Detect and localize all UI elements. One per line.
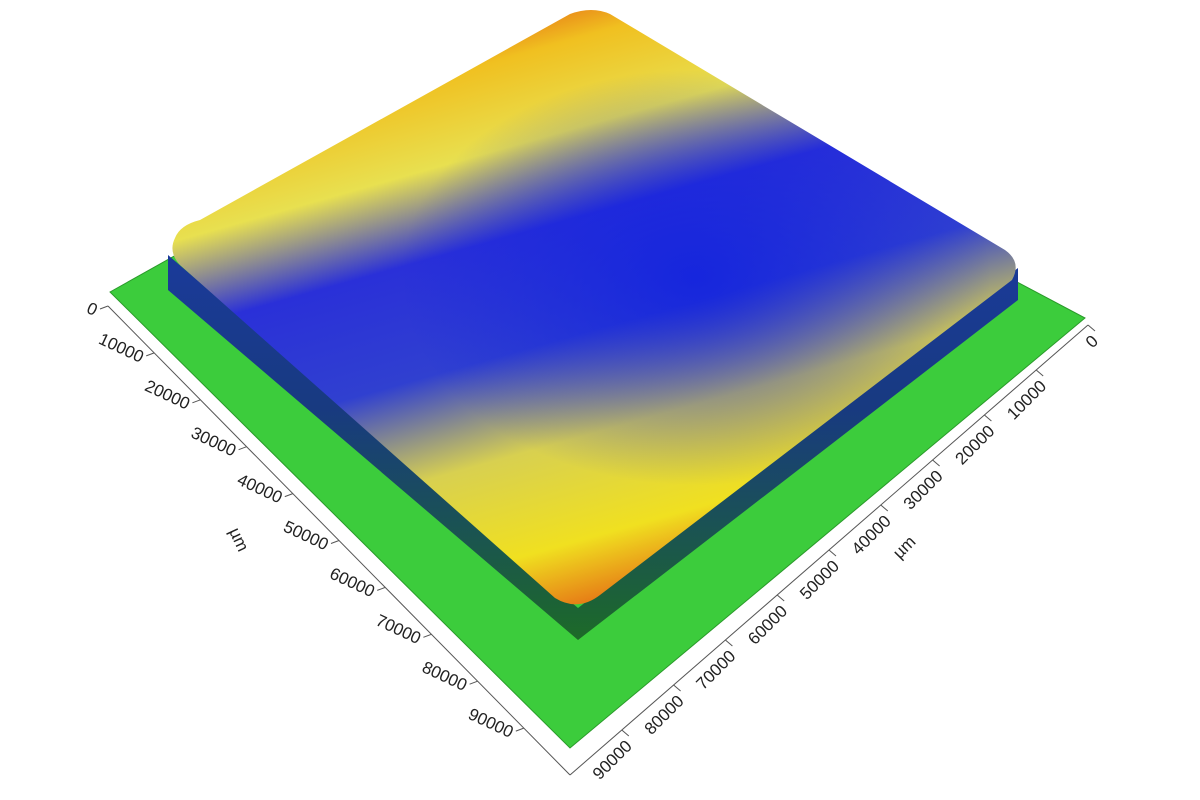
y-tick [932, 459, 940, 467]
x-tick [284, 493, 293, 498]
x-tick [423, 633, 432, 638]
y-tick [1035, 369, 1044, 377]
block-top-shade [172, 10, 1016, 605]
x-tick-label: 10000 [96, 329, 147, 366]
left-axis-label: µm [225, 525, 252, 555]
x-tick [99, 305, 109, 310]
x-tick-label: 70000 [373, 611, 424, 648]
y-tick [776, 594, 785, 602]
x-tick-label: 60000 [327, 564, 378, 601]
y-tick [828, 549, 837, 557]
x-tick [238, 446, 247, 451]
y-tick [984, 414, 992, 422]
y-tick-label: 80000 [641, 692, 688, 739]
x-tick [146, 352, 155, 357]
x-tick-label: 0 [84, 298, 101, 319]
y-tick [621, 729, 630, 737]
y-tick-label: 50000 [796, 557, 843, 604]
y-tick-label: 40000 [848, 512, 895, 559]
x-tick-label: 20000 [142, 376, 193, 413]
surface [109, 10, 1086, 749]
x-tick-label: 80000 [419, 658, 470, 695]
x-tick [515, 727, 524, 732]
y-tick-label: 20000 [952, 422, 999, 469]
x-tick-label: 40000 [234, 470, 285, 507]
x-tick [330, 540, 340, 544]
y-tick-label: 90000 [589, 737, 636, 784]
y-tick [673, 684, 681, 692]
y-tick-label: 70000 [693, 647, 740, 694]
y-tick-label: 60000 [744, 602, 791, 649]
y-tick [1087, 324, 1096, 332]
y-tick-label: 30000 [900, 467, 947, 514]
x-tick-label: 30000 [188, 423, 239, 460]
x-tick [377, 586, 386, 591]
y-tick-label: 10000 [1003, 377, 1050, 424]
x-tick-label: 90000 [465, 705, 516, 742]
y-tick [725, 639, 733, 647]
x-tick-label: 50000 [281, 517, 332, 554]
x-tick [192, 399, 201, 404]
y-tick [880, 504, 889, 512]
right-axis-label: µm [889, 532, 919, 562]
x-tick [469, 680, 478, 685]
y-tick-label: 0 [1082, 332, 1102, 352]
